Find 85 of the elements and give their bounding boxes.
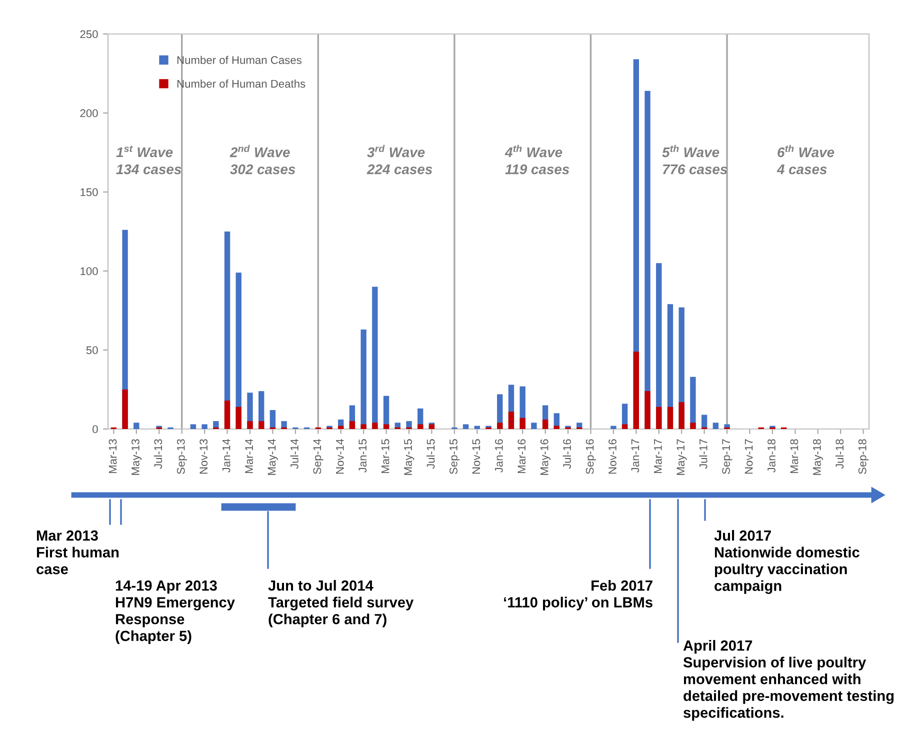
bar [236,406,242,429]
text: Jun to Jul 2014 Targeted field survey (Chapter 6 and 7) [268,580,414,628]
bar [622,424,628,429]
text: Mar 2013 First human case [36,530,119,574]
bar [349,421,356,429]
bar [712,422,719,429]
legend-label: Number of Human Deaths [177,80,306,88]
annotation: 4$^{th}$ Wave 119 cases [504,144,570,174]
y-tick-label: 100 [80,267,98,276]
bar [531,422,537,429]
x-tick-label: Jan-14 [222,439,230,473]
annotation: 6$^{th}$ Wave 4 cases [776,144,834,174]
bar [372,422,378,429]
x-tick-label: Mar-16 [518,439,526,473]
x-tick-label: Mar-13 [108,439,117,473]
x-tick-label: May-18 [813,439,824,475]
x-tick-label: Nov-13 [200,439,208,474]
y-tick-label: 50 [86,346,98,354]
bar [122,390,128,429]
bar [247,421,253,429]
x-tick-label: Nov-15 [472,439,480,474]
bar [190,424,196,429]
y-tick-label: 0 [92,425,98,434]
bar [610,426,616,429]
x-tick-label: Jan-18 [768,439,776,473]
bar [508,412,514,429]
bar [554,426,560,429]
x-tick-label: Mar-14 [245,439,253,473]
y-tick-label: 150 [80,188,98,196]
x-tick-label: Nov-16 [608,439,616,474]
x-tick-label: Jul-17 [699,439,708,469]
x-tick-label: May-16 [540,439,550,475]
annotation: 2$^{nd}$ Wave 302 cases [230,144,296,174]
y-tick-label: 250 [80,30,98,38]
bar [360,424,366,429]
bar [520,418,526,429]
x-tick-label: May-13 [132,439,142,475]
text: Feb 2017 ‘1110 policy’ on LBMs [504,580,652,610]
bar [270,410,276,429]
x-tick-label: Jul-18 [835,439,844,469]
annotation: 3$^{rd}$ Wave 224 cases [366,144,432,174]
x-tick-label: May-17 [676,439,687,475]
x-tick-label: Sep-14 [313,439,324,474]
bar [497,422,503,429]
x-tick-label: Sep-13 [176,439,188,474]
bar [418,424,424,429]
bar [644,391,650,429]
x-tick-label: Jul-14 [290,439,298,469]
x-tick-label: Jul-15 [426,439,435,469]
bar [542,420,548,429]
x-tick-label: Jul-13 [154,439,162,469]
bar [474,426,480,429]
bar [202,424,208,429]
x-tick-label: Mar-17 [654,439,662,473]
y-tick-label: 200 [80,109,98,118]
x-tick-label: Jan-16 [494,439,503,473]
x-tick-label: Jan-15 [358,439,367,473]
bar [338,426,344,429]
legend-label: Number of Human Cases [177,56,302,64]
x-tick-label: Sep-15 [450,439,460,474]
x-tick-label: Sep-17 [722,439,732,474]
x-tick-label: Jul-16 [562,439,571,469]
text: Jul 2017 Nationwide domestic poultry vaccination campaign [714,530,860,594]
bar [633,352,639,429]
x-tick-label: Sep-16 [586,439,596,474]
x-tick-label: Sep-18 [858,439,868,474]
annotation: 1$^{st}$ Wave 134 cases [116,146,182,174]
x-tick-label: May-14 [268,439,278,475]
bar [258,421,264,429]
bar [134,422,140,429]
bar [656,406,662,429]
x-tick-label: May-15 [404,439,414,475]
x-tick-label: Nov-14 [336,439,344,474]
bar [667,406,674,429]
bar [383,424,390,429]
text: April 2017 Supervision of live poultry movement enhanced with detailed pre-movement testing specifications. [683,640,894,721]
bar [462,424,469,429]
bar [690,422,696,429]
text: 14-19 Apr 2013 H7N9 Emergency Response (Chapter 5) [116,580,235,644]
x-tick-label: Mar-18 [790,439,798,473]
x-tick-label: Nov-17 [744,439,753,474]
bar [678,402,684,429]
bar [224,400,230,429]
x-tick-label: Mar-15 [382,439,390,473]
x-tick-label: Jan-17 [631,439,640,473]
